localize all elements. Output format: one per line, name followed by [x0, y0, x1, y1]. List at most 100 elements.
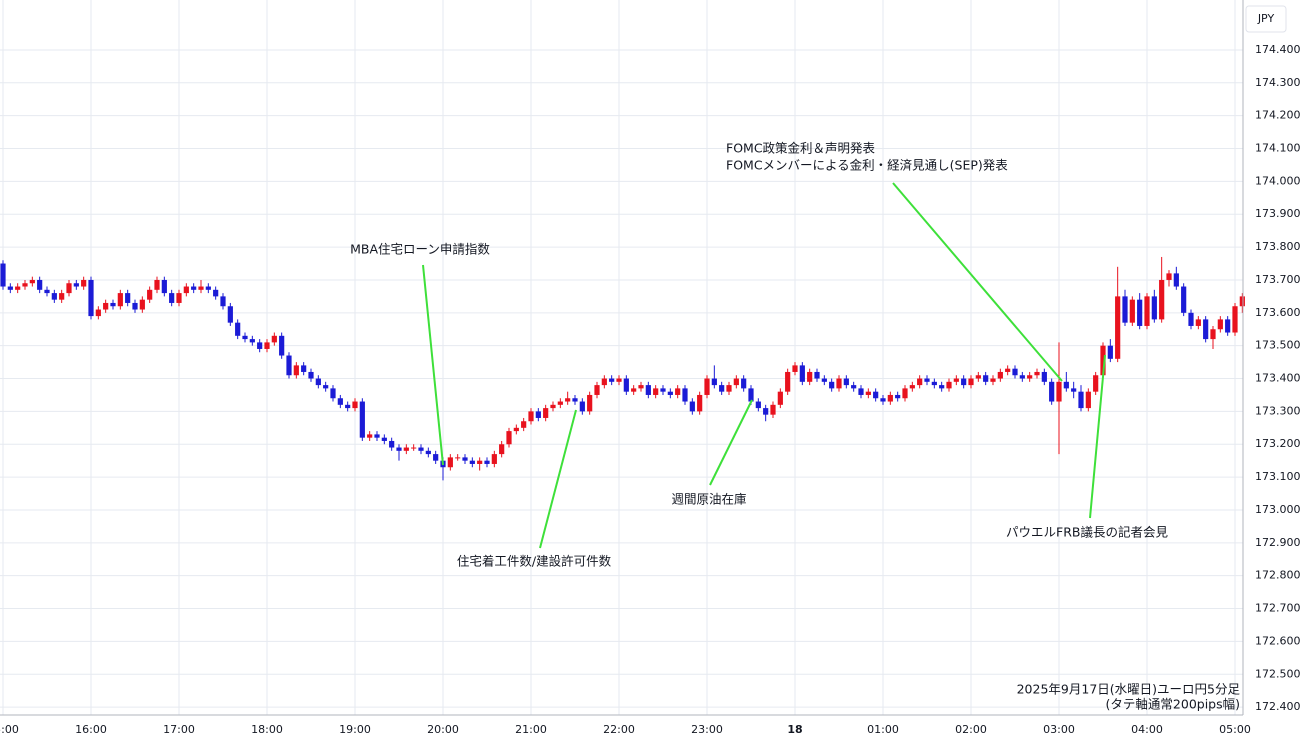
- candle-body: [433, 454, 439, 461]
- y-tick-label: 173.600: [1255, 306, 1300, 319]
- candle-body: [418, 447, 424, 451]
- candle-body: [1005, 368, 1011, 372]
- candle-body: [220, 296, 226, 307]
- candle-body: [1093, 375, 1099, 392]
- candle-body: [1056, 381, 1062, 402]
- y-tick-label: 173.000: [1255, 503, 1300, 516]
- candle-body: [249, 339, 255, 343]
- candle-body: [1049, 381, 1055, 402]
- candle-body: [381, 437, 387, 441]
- candle-body: [785, 371, 791, 392]
- annotation: MBA住宅ローン申請指数: [350, 242, 490, 257]
- x-tick-label: 15:00: [0, 723, 19, 736]
- currency-box: [1245, 5, 1287, 33]
- candle-body: [242, 335, 248, 340]
- candle-body: [543, 408, 549, 418]
- candle-body: [682, 388, 688, 402]
- candle-body: [873, 391, 879, 399]
- candle-body: [73, 283, 79, 287]
- candle-body: [1203, 319, 1209, 340]
- candle-body: [1225, 319, 1231, 333]
- candle-body: [1019, 375, 1025, 379]
- candle-body: [880, 398, 886, 402]
- candle-body: [572, 398, 578, 402]
- candle-body: [748, 388, 754, 402]
- candle-body: [110, 302, 116, 307]
- candle-body: [176, 293, 182, 303]
- annotation: FOMC政策金利＆声明発表: [726, 141, 876, 156]
- candle-body: [227, 306, 233, 323]
- candle-body: [1027, 375, 1033, 379]
- candle-body: [821, 378, 827, 382]
- annotation-line: [422, 264, 444, 466]
- candle-body: [1151, 296, 1157, 320]
- candle-body: [484, 460, 490, 464]
- candle-body: [103, 302, 109, 310]
- candle-body: [1159, 279, 1165, 320]
- candle-body: [330, 388, 336, 399]
- candle-body: [513, 427, 519, 432]
- annotation: 週間原油在庫: [671, 492, 746, 507]
- candle-body: [154, 279, 160, 290]
- candle-body: [1122, 296, 1128, 323]
- candle-body: [631, 388, 637, 392]
- candle-body: [777, 391, 783, 405]
- x-tick-label: 02:00: [955, 723, 987, 736]
- candle-body: [7, 286, 13, 290]
- candle-body: [1034, 371, 1040, 376]
- candle-body: [469, 460, 475, 464]
- chart-note: 2025年9月17日(水曜日)ユーロ円5分足: [1017, 682, 1241, 697]
- candle-body: [1217, 319, 1223, 330]
- candle-body: [1063, 381, 1069, 389]
- y-tick-label: 172.400: [1255, 700, 1300, 713]
- x-tick-label: 20:00: [427, 723, 459, 736]
- x-tick-label: 17:00: [163, 723, 195, 736]
- candle-body: [807, 371, 813, 382]
- candle-body: [1115, 296, 1121, 359]
- candle-body: [132, 302, 138, 310]
- candle-body: [953, 378, 959, 382]
- candle-body: [829, 381, 835, 389]
- y-tick-label: 173.100: [1255, 470, 1300, 483]
- candle-body: [308, 371, 314, 379]
- candle-body: [550, 404, 556, 409]
- y-tick-label: 173.800: [1255, 240, 1300, 253]
- candle-body: [1129, 299, 1135, 323]
- candle-body: [1232, 306, 1238, 333]
- candle-body: [1195, 319, 1201, 326]
- y-tick-label: 173.900: [1255, 207, 1300, 220]
- candle-body: [587, 394, 593, 412]
- candle-body: [939, 385, 945, 389]
- candle-body: [579, 401, 585, 412]
- candle-body: [557, 401, 563, 405]
- candle-body: [528, 411, 534, 422]
- candle-body: [565, 398, 571, 402]
- x-tick-label: 21:00: [515, 723, 547, 736]
- candle-body: [961, 378, 967, 386]
- candle-body: [1144, 296, 1150, 326]
- y-tick-label: 173.500: [1255, 339, 1300, 352]
- y-tick-label: 174.200: [1255, 109, 1300, 122]
- candle-body: [770, 404, 776, 415]
- candle-body: [66, 283, 72, 294]
- candle-body: [95, 309, 101, 317]
- candle-body: [1137, 299, 1143, 326]
- x-tick-label: 18: [787, 723, 802, 736]
- candle-body: [1181, 286, 1187, 313]
- candle-body: [858, 388, 864, 395]
- candle-body: [191, 286, 197, 290]
- candle-body: [733, 378, 739, 386]
- y-tick-label: 173.300: [1255, 404, 1300, 417]
- candle-body: [799, 365, 805, 382]
- candle-body: [213, 289, 219, 297]
- annotation: FOMCメンバーによる金利・経済見通し(SEP)発表: [726, 158, 1008, 173]
- annotation-line: [892, 182, 1063, 382]
- candle-body: [183, 286, 189, 294]
- candle-body: [337, 398, 343, 405]
- candle-body: [623, 378, 629, 392]
- candle-body: [689, 401, 695, 412]
- y-tick-label: 174.300: [1255, 76, 1300, 89]
- y-tick-label: 172.500: [1255, 667, 1300, 680]
- candle-body: [1078, 391, 1084, 409]
